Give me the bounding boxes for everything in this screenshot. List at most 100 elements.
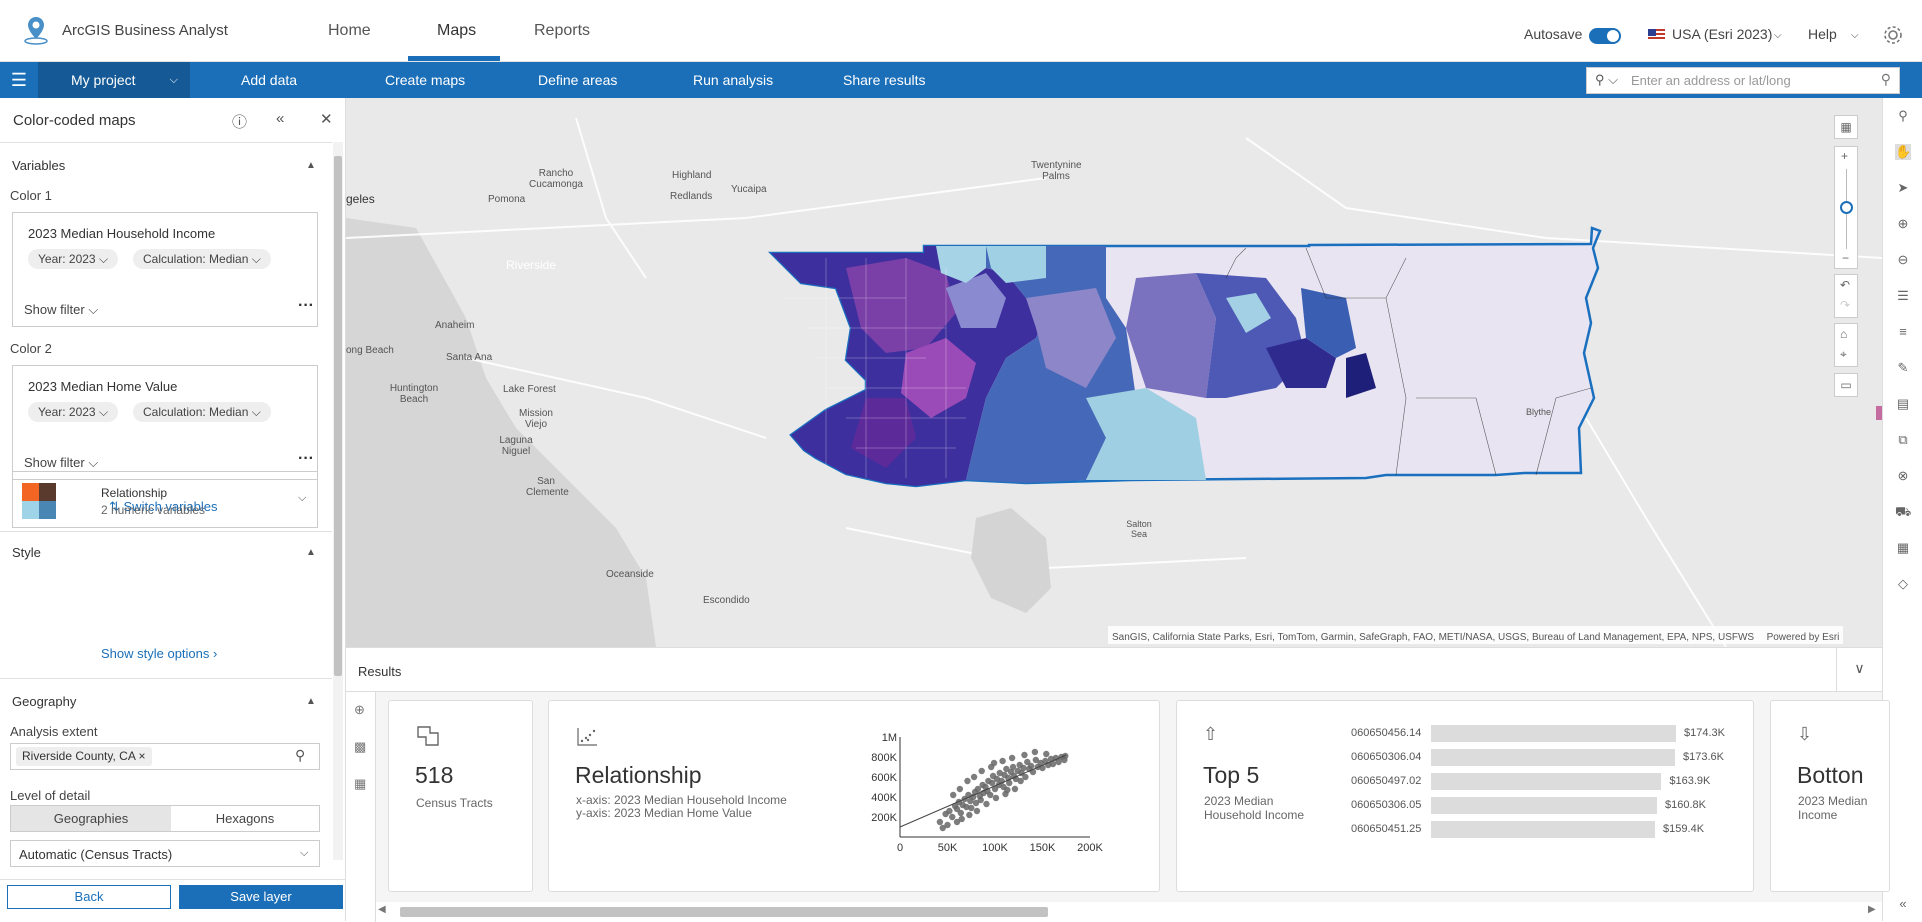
results-horizontal-scrollbar[interactable]: ◀ ▶ xyxy=(378,904,1876,917)
pan-hand-icon[interactable]: ✋ xyxy=(1895,144,1912,160)
add-data-menu[interactable]: Add data xyxy=(241,72,298,88)
create-maps-menu[interactable]: Create maps xyxy=(385,72,466,88)
autosave-toggle[interactable] xyxy=(1589,28,1621,44)
geographies-option[interactable]: Geographies xyxy=(11,806,171,831)
collapse-left-icon[interactable]: « xyxy=(1899,896,1907,911)
geography-heading[interactable]: Geography xyxy=(12,694,77,709)
scroll-right-icon[interactable]: ▶ xyxy=(1868,904,1876,915)
calculation-chip[interactable]: Calculation: Median ⌵ xyxy=(133,249,271,269)
collapse-results-icon[interactable]: ∨ xyxy=(1836,648,1882,692)
top5-row[interactable]: 060650306.05 $160.8K xyxy=(1351,797,1741,814)
show-style-options-link[interactable]: Show style options › xyxy=(101,646,218,661)
help-menu[interactable]: Help xyxy=(1808,26,1837,42)
top5-row[interactable]: 060650456.14 $174.3K xyxy=(1351,725,1741,742)
map-view[interactable]: geles Rancho Cucamonga Highland Redlands… xyxy=(346,98,1882,647)
relationship-card[interactable]: Relationship x-axis: 2023 Median Househo… xyxy=(548,700,1160,892)
chevron-down-icon[interactable]: ⌵ xyxy=(298,492,307,504)
measure-icon[interactable]: ≡ xyxy=(1899,324,1907,339)
scrollbar-thumb[interactable] xyxy=(334,156,342,676)
table-icon[interactable]: ▦ xyxy=(1896,540,1910,555)
census-tract-count-card[interactable]: 518 Census Tracts xyxy=(388,700,533,892)
level-of-detail-toggle[interactable]: Geographies Hexagons xyxy=(10,805,320,832)
zoom-in-icon[interactable]: + xyxy=(1841,149,1849,163)
switch-variables-button[interactable]: ⇅ Switch variables xyxy=(109,499,218,514)
run-analysis-menu[interactable]: Run analysis xyxy=(693,72,774,88)
export-icon[interactable]: ⧉ xyxy=(1898,432,1908,447)
geography-level-select[interactable]: Automatic (Census Tracts) ⌵ xyxy=(10,840,320,867)
address-search-box[interactable]: ⚲ ⌵ Enter an address or lat/long ⚲ xyxy=(1586,67,1900,94)
basemap-gallery-icon[interactable]: ▦ xyxy=(1834,115,1858,139)
relationship-scatter-plot[interactable]: 0 50K 100K 150K 200K 200K 400K 600K 800K 1M xyxy=(855,731,1145,861)
clear-icon[interactable]: ⊗ xyxy=(1897,468,1909,483)
tab-home[interactable]: Home xyxy=(328,22,371,39)
show-filter-toggle[interactable]: Show filter ⌵ xyxy=(24,455,99,470)
chevron-down-icon[interactable]: ⌵ xyxy=(300,847,309,859)
chevron-up-icon[interactable]: ▲ xyxy=(306,547,316,558)
select-arrow-icon[interactable]: ➤ xyxy=(1897,180,1909,195)
chevron-up-icon[interactable]: ▲ xyxy=(306,160,316,171)
tab-maps[interactable]: Maps xyxy=(437,22,477,39)
tab-reports[interactable]: Reports xyxy=(534,22,591,39)
chevron-down-icon[interactable]: ⌵ xyxy=(1851,30,1859,41)
style-selector[interactable]: Relationship 2 numeric variables ⌵ xyxy=(12,471,318,528)
hamburger-menu-icon[interactable]: ☰ xyxy=(10,70,28,90)
undo-icon[interactable]: ↶ xyxy=(1840,278,1851,292)
color2-variable-card[interactable]: 2023 Median Home Value Year: 2023 ⌵ Calc… xyxy=(12,365,318,480)
zoom-in-icon[interactable]: ⊕ xyxy=(1897,216,1909,231)
zoom-slider[interactable]: + − xyxy=(1834,146,1858,269)
zoom-out-icon[interactable]: ⊖ xyxy=(1897,252,1909,267)
hexagons-option[interactable]: Hexagons xyxy=(215,811,275,826)
scroll-left-icon[interactable]: ◀ xyxy=(378,904,386,915)
top5-row[interactable]: 060650497.02 $163.9K xyxy=(1351,773,1741,790)
analysis-extent-field[interactable]: Riverside County, CA × ⚲ xyxy=(10,743,320,770)
more-options-icon[interactable]: ··· xyxy=(298,297,314,314)
color1-variable-card[interactable]: 2023 Median Household Income Year: 2023 … xyxy=(12,212,318,327)
panel-scrollbar[interactable] xyxy=(333,142,343,860)
save-layer-button[interactable]: Save layer xyxy=(179,885,343,909)
more-options-icon[interactable]: ··· xyxy=(298,450,314,467)
style-heading[interactable]: Style xyxy=(12,545,41,560)
screen-icon[interactable]: ▭ xyxy=(1834,373,1858,397)
zoom-out-icon[interactable]: − xyxy=(1842,251,1850,265)
year-chip[interactable]: Year: 2023 ⌵ xyxy=(28,249,119,269)
top5-row[interactable]: 060650451.25 $159.4K xyxy=(1351,821,1741,838)
search-icon[interactable]: ⚲ xyxy=(1880,71,1891,87)
collapse-panel-icon[interactable]: « xyxy=(276,110,285,127)
chevron-up-icon[interactable]: ▲ xyxy=(306,696,316,707)
define-areas-menu[interactable]: Define areas xyxy=(538,72,618,88)
chevron-down-icon[interactable]: ⌵ xyxy=(1774,30,1782,41)
zoom-icon[interactable]: ⊕ xyxy=(354,702,365,717)
report-icon[interactable]: ▤ xyxy=(1896,396,1910,411)
location-pin-icon[interactable]: ⚲ ⌵ xyxy=(1595,72,1618,87)
pin-icon[interactable]: ⚲ xyxy=(1898,108,1908,123)
bottom5-card[interactable]: ⇩ Botton 2023 Median Income xyxy=(1770,700,1890,892)
home-icon[interactable]: ⌂ xyxy=(1840,327,1848,341)
car-icon[interactable]: ⛟ xyxy=(1895,504,1912,519)
show-filter-toggle[interactable]: Show filter ⌵ xyxy=(24,302,99,317)
calculation-chip[interactable]: Calculation: Median ⌵ xyxy=(133,402,271,422)
locate-icon[interactable]: ⌖ xyxy=(1840,347,1847,361)
top5-row[interactable]: 060650306.04 $173.6K xyxy=(1351,749,1741,766)
project-selector[interactable]: My project ⌵ xyxy=(38,62,190,98)
settings-gear-icon[interactable] xyxy=(1882,24,1904,46)
back-button[interactable]: Back xyxy=(7,885,171,909)
share-results-menu[interactable]: Share results xyxy=(843,72,926,88)
extent-chip[interactable]: Riverside County, CA × xyxy=(16,747,152,766)
search-icon[interactable]: ⚲ xyxy=(295,747,306,763)
table-icon[interactable]: ▦ xyxy=(354,776,367,791)
variables-heading[interactable]: Variables xyxy=(12,158,66,173)
scatter-point xyxy=(977,796,984,804)
top5-card[interactable]: ⇧ Top 5 2023 Median Household Income 060… xyxy=(1176,700,1754,892)
shape-icon[interactable]: ◇ xyxy=(1898,576,1908,591)
close-icon[interactable]: ✕ xyxy=(320,111,333,128)
zoom-handle[interactable] xyxy=(1840,201,1853,214)
business-analyst-logo-icon[interactable] xyxy=(22,15,50,45)
help-icon[interactable]: ⓘ xyxy=(232,114,248,131)
chart-icon[interactable]: ▩ xyxy=(354,739,367,754)
layer-list-icon[interactable]: ☰ xyxy=(1897,288,1909,303)
edit-icon[interactable]: ✎ xyxy=(1897,360,1909,375)
scrollbar-thumb[interactable] xyxy=(400,907,1048,917)
data-source-selector[interactable]: USA (Esri 2023) xyxy=(1672,26,1773,42)
redo-icon[interactable]: ↷ xyxy=(1840,298,1851,312)
year-chip[interactable]: Year: 2023 ⌵ xyxy=(28,402,119,422)
